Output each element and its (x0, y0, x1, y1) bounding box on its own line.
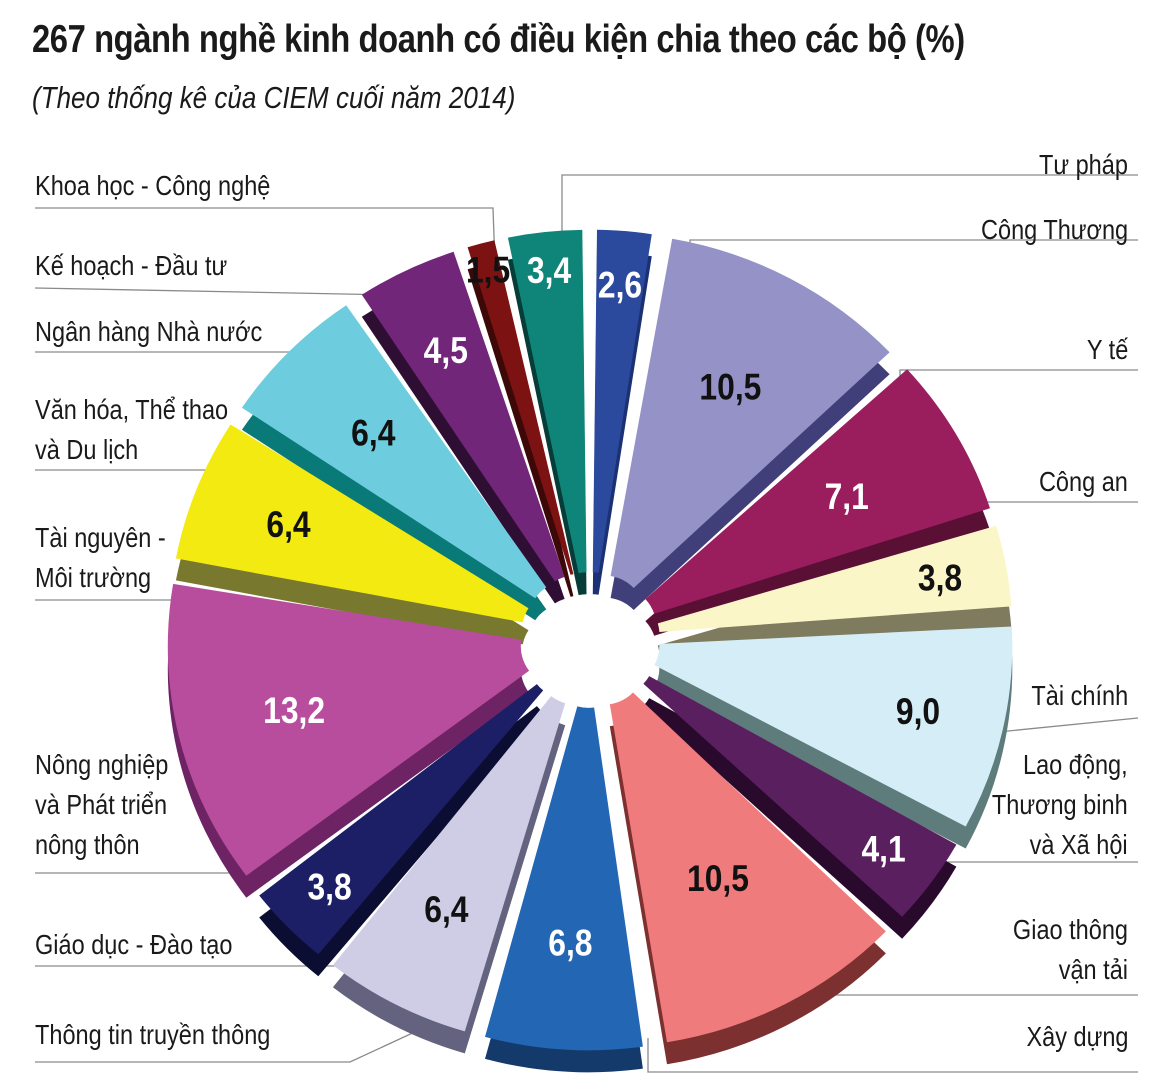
category-label-line: Thông tin truyền thông (35, 1019, 271, 1050)
slice-10 (167, 583, 530, 876)
category-label-line: và Xã hội (1029, 829, 1128, 860)
leader-line-2 (899, 369, 1138, 400)
category-label-12: Văn hóa, Thể thao và Du lịch (35, 390, 228, 470)
value-label-9: 3,8 (307, 867, 351, 908)
category-label-11: Tài nguyên - Môi trường (35, 518, 166, 598)
value-label-6: 10,5 (687, 859, 749, 900)
category-label-line: Thương binh (992, 789, 1128, 820)
value-label-15: 3,4 (527, 251, 571, 292)
value-label-10: 13,2 (263, 691, 325, 732)
category-label-line: Công Thương (980, 214, 1128, 245)
chart-title: 267 ngành nghề kinh doanh có điều kiện c… (32, 18, 965, 61)
category-label-2: Y tế (1087, 330, 1128, 370)
slice-8 (332, 696, 566, 1032)
category-label-4: Tài chính (1031, 676, 1128, 716)
category-label-line: Môi trường (35, 562, 152, 593)
slice-1 (610, 238, 890, 589)
category-label-line: Tư pháp (1039, 149, 1128, 180)
leader-line-14 (34, 287, 396, 296)
category-label-5: Lao động, Thương binh và Xã hội (992, 745, 1128, 865)
value-label-2: 7,1 (825, 477, 869, 518)
slice-14 (467, 240, 574, 575)
leader-line-0 (561, 174, 1138, 250)
value-label-0: 2,6 (598, 265, 642, 306)
category-label-8: Thông tin truyền thông (35, 1015, 270, 1055)
category-label-1: Công Thương (981, 210, 1128, 250)
slice-12 (241, 305, 547, 599)
category-label-13: Ngân hàng Nhà nước (35, 312, 262, 352)
value-label-13: 4,5 (424, 331, 468, 372)
value-label-12: 6,4 (351, 413, 395, 454)
category-label-line: Nông nghiệp (35, 749, 169, 780)
value-label-11: 6,4 (266, 505, 310, 546)
category-label-6: Giao thông vận tải (1013, 910, 1128, 990)
value-label-3: 3,8 (918, 558, 962, 599)
slice-9 (259, 684, 544, 955)
pie-slices (167, 229, 1013, 1073)
slice-7 (485, 706, 643, 1051)
value-labels: 2,6 10,5 7,1 3,8 9,0 4,1 10,5 6,8 6,4 3,8 13,2 6,4 6… (263, 250, 962, 964)
category-label-line: Giao thông (1012, 914, 1128, 945)
category-label-line: và Du lịch (35, 434, 139, 465)
slice-5 (643, 676, 957, 917)
category-label-line: Lao động, (1023, 749, 1128, 780)
category-label-0: Tư pháp (1039, 145, 1128, 185)
value-label-5: 4,1 (861, 829, 905, 870)
value-label-1: 10,5 (699, 367, 761, 408)
category-label-line: Kế hoạch - Đầu tư (35, 250, 228, 281)
category-label-15: Khoa học - Công nghệ (35, 166, 270, 206)
category-label-14: Kế hoạch - Đầu tư (35, 246, 227, 286)
category-label-10: Nông nghiệp và Phát triển nông thôn (35, 745, 168, 865)
category-label-line: Công an (1039, 466, 1128, 497)
category-label-9: Giáo dục - Đào tạo (35, 925, 232, 965)
slice-2 (645, 369, 990, 614)
slice-15 (507, 229, 587, 574)
category-label-line: Khoa học - Công nghệ (35, 170, 271, 201)
slice-4 (654, 626, 1013, 827)
slice-side-14 (467, 262, 574, 597)
category-label-line: Giáo dục - Đào tạo (35, 929, 233, 960)
value-label-14: 1,5 (466, 250, 510, 291)
category-label-line: Y tế (1086, 334, 1128, 365)
slice-0 (592, 229, 652, 573)
category-label-line: Tài nguyên - (35, 522, 166, 553)
slice-6 (609, 692, 886, 1043)
slice-13 (361, 251, 565, 582)
value-label-7: 6,8 (548, 923, 592, 964)
category-label-3: Công an (1039, 462, 1128, 502)
category-label-line: và Phát triển (35, 789, 168, 820)
category-label-line: Ngân hàng Nhà nước (35, 316, 263, 347)
slice-11 (175, 424, 529, 623)
category-label-line: Tài chính (1031, 680, 1128, 711)
category-label-line: Xây dựng (1025, 1021, 1128, 1052)
value-label-4: 9,0 (896, 692, 940, 733)
category-label-line: nông thôn (35, 829, 140, 860)
leader-line-7 (647, 1038, 1138, 1073)
slice-3 (657, 525, 1012, 632)
value-label-8: 6,4 (424, 890, 468, 931)
category-label-line: Văn hóa, Thể thao (35, 394, 229, 425)
category-label-line: vận tải (1058, 954, 1128, 985)
category-label-7: Xây dựng (1026, 1017, 1128, 1057)
chart-subtitle: (Theo thống kê của CIEM cuối năm 2014) (32, 80, 516, 115)
